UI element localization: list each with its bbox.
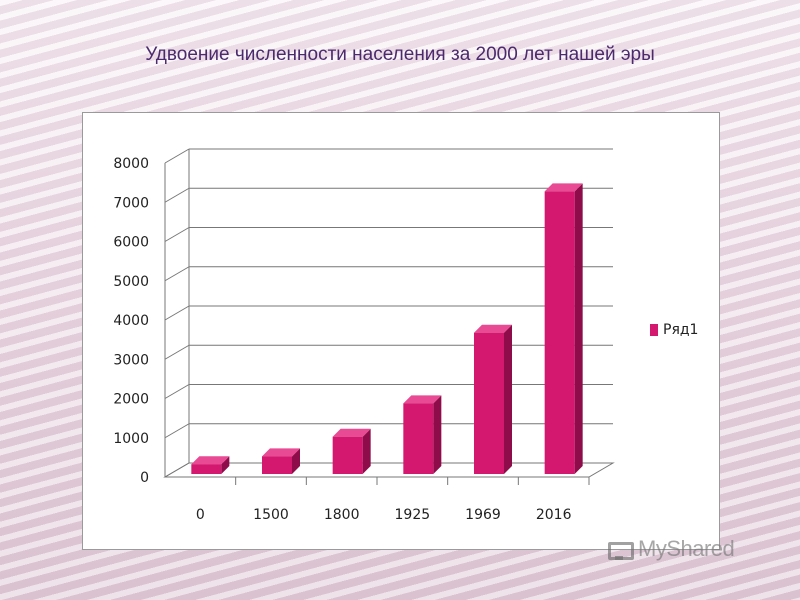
x-tick-label: 1800 [324,507,360,523]
x-tick-label: 1969 [465,507,501,523]
bar-top [474,324,512,333]
bar-top [403,395,442,404]
x-tick-label: 1500 [253,507,289,523]
chart-area: 0 1000 2000 3000 4000 5000 6000 7000 8000 0 1500 18… [82,112,720,550]
bar-top [262,448,300,457]
bar-side [574,183,583,474]
bar-top [191,456,230,465]
watermark-text: MyShared [638,536,735,561]
y-tick-label: 5000 [113,274,149,290]
bar-top [332,428,371,437]
y-tick-label: 2000 [113,392,149,408]
x-tick-label: 0 [196,507,205,523]
gridline-diagonal [164,148,190,164]
y-tick-label: 4000 [113,313,149,329]
legend-label: Ряд1 [663,322,699,338]
gridline-diagonal [164,227,190,242]
bar-side [221,456,230,474]
bar-top [544,183,583,192]
chart-legend: Ряд1 [650,322,698,338]
bar [191,464,222,474]
gridline-diagonal [164,384,190,399]
gridline-diagonal [164,305,190,321]
y-tick-label: 6000 [113,235,149,251]
bar-side [292,448,300,474]
x-tick-label: 2016 [536,507,572,523]
y-tick-label: 8000 [113,156,149,172]
bar-chart: 0 1000 2000 3000 4000 5000 6000 7000 8000 0 1500 18… [113,148,615,523]
bar-side [362,428,371,474]
bar-side [433,395,442,474]
y-tick-label: 1000 [113,431,149,447]
gridline-diagonal [164,187,190,203]
y-tick-label: 0 [140,470,149,486]
bar [544,191,575,474]
legend-swatch-icon [650,324,658,336]
bar [332,436,363,474]
gridline-diagonal [164,266,190,282]
bar [474,332,504,474]
bar [262,456,292,474]
bar-side [504,324,512,474]
x-tick-label: 1925 [395,507,431,523]
gridline-diagonal [164,344,190,360]
watermark: MyShared [606,536,735,562]
y-tick-label: 7000 [113,195,149,211]
slide-title: Удвоение численности населения за 2000 л… [145,44,655,65]
y-tick-label: 3000 [113,352,149,368]
bar [403,403,434,474]
gridline-diagonal [164,423,190,439]
presentation-icon [606,538,634,560]
